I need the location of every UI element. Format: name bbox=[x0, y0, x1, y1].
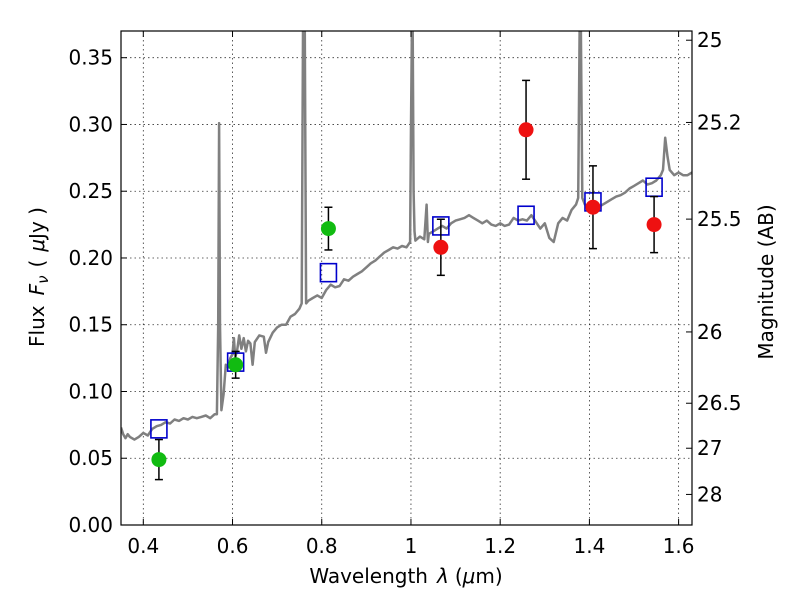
x-tick-label: 1.4 bbox=[573, 534, 605, 558]
y-tick-label: 0.05 bbox=[68, 446, 113, 470]
y2-tick-label: 25.2 bbox=[697, 110, 742, 134]
x-axis-label-symbol: λ bbox=[436, 564, 449, 588]
x-axis-label-unit-mu: μ bbox=[462, 564, 476, 588]
model-photometry-point bbox=[319, 262, 338, 283]
x-axis-label-text: Wavelength bbox=[309, 564, 428, 588]
observed-point bbox=[151, 452, 167, 468]
x-axis-label: Wavelength λ (μm) bbox=[309, 564, 502, 588]
x-axis-label-unit-rest: m) bbox=[475, 564, 502, 588]
x-tick-label: 0.8 bbox=[306, 534, 338, 558]
observed-point bbox=[320, 221, 336, 237]
y-axis-label-unit-mu: μ bbox=[25, 239, 49, 253]
x-tick-label: 0.6 bbox=[217, 534, 249, 558]
y2-tick-label: 25 bbox=[697, 28, 722, 52]
y-tick-label: 0.25 bbox=[68, 179, 113, 203]
plot-frame bbox=[120, 30, 693, 526]
y2-tick-label: 26.5 bbox=[697, 391, 742, 415]
y2-tick-label: 28 bbox=[697, 482, 722, 506]
y-axis-label-unit-rest: Jy ) bbox=[25, 207, 49, 241]
y-tick-label: 0.20 bbox=[68, 246, 113, 270]
y-tick-label: 0.30 bbox=[68, 112, 113, 136]
y-tick-label: 0.10 bbox=[68, 379, 113, 403]
observed-point bbox=[518, 122, 534, 138]
plot-area bbox=[121, 31, 692, 481]
observed-point bbox=[585, 199, 601, 215]
model-photometry-point bbox=[517, 205, 535, 226]
observed-point bbox=[646, 217, 662, 233]
y-tick-label: 0.15 bbox=[68, 313, 113, 337]
y-tick-label: 0.00 bbox=[68, 513, 113, 537]
y-axis-label-symbol: F bbox=[25, 283, 49, 295]
observed-point bbox=[228, 357, 244, 373]
x-tick-label: 1 bbox=[405, 534, 418, 558]
x-tick-label: 1.2 bbox=[484, 534, 516, 558]
y-axis-label-text: Flux bbox=[25, 305, 49, 347]
model-photometry-point bbox=[150, 419, 168, 439]
y-axis-label-subscript: ν bbox=[34, 275, 52, 283]
observed-point bbox=[433, 239, 449, 255]
ticks: 0.4 0.6 0.8 1 1.2 1.4 1.6 0.00 0.05 0.10 0.15 0.20 0… bbox=[68, 28, 741, 558]
y2-axis-label: Magnitude (AB) bbox=[754, 204, 778, 359]
y-axis-label-unit-open: ( bbox=[25, 260, 49, 268]
y-axis-label: Flux Fν ( μJy ) bbox=[25, 207, 52, 347]
spectrum-line bbox=[121, 31, 692, 441]
y2-tick-label: 27 bbox=[697, 436, 722, 460]
y2-tick-label: 25.5 bbox=[697, 207, 742, 231]
x-tick-label: 0.4 bbox=[127, 534, 159, 558]
y2-tick-label: 26 bbox=[697, 320, 722, 344]
x-axis-label-unit-open: ( bbox=[455, 564, 463, 588]
y-tick-label: 0.35 bbox=[68, 46, 113, 70]
x-tick-label: 1.6 bbox=[663, 534, 695, 558]
